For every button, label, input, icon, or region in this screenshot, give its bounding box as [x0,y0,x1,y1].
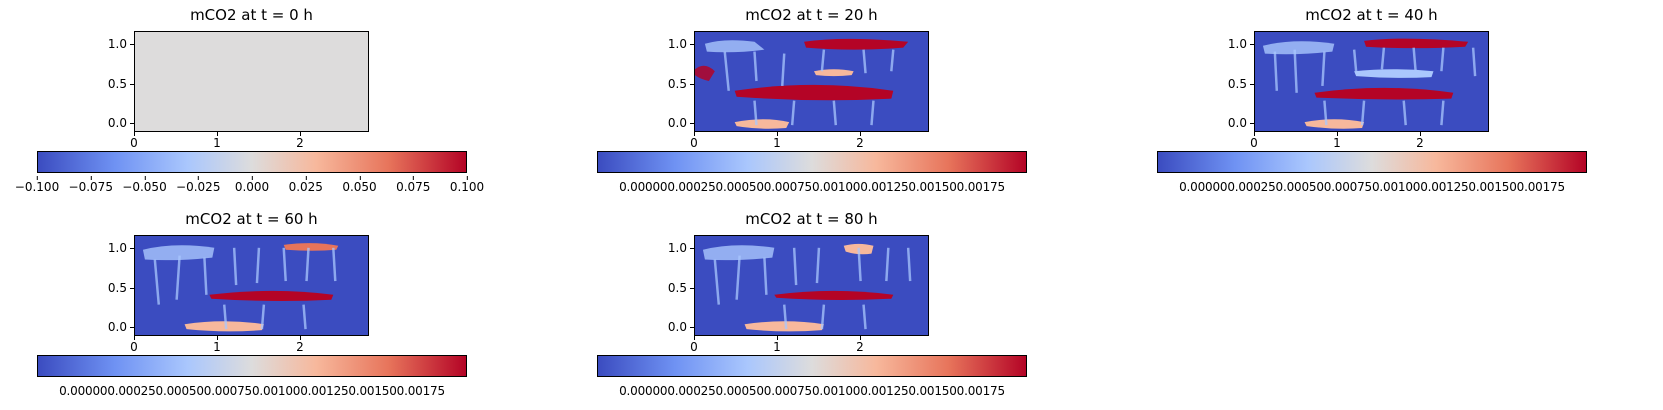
colorbar-tick-labels: 0.000000.000250.000500.000750.001000.001… [59,384,445,398]
plot-title: mCO2 at t = 20 h [745,6,878,24]
y-tick-label: 0.0 [1217,116,1254,130]
y-tick-label: 1.0 [657,37,694,51]
subplot-t60: mCO2 at t = 60 h 1.0 0.5 0.0 0 1 2 0.000… [37,204,467,398]
heatmap-area [134,235,369,336]
colorbar-ticks: 0.000000.000250.000500.000750.001000.001… [37,380,467,398]
colorbar-tick-label: 0.025 [288,176,323,194]
x-tick-label: 0 [684,336,704,354]
colorbar [597,355,1027,377]
colorbar-ticks: 0.000000.000250.000500.000750.001000.001… [597,176,1027,194]
y-tick-label: 1.0 [97,37,134,51]
y-tick-label: 1.0 [1217,37,1254,51]
colorbar [1157,151,1587,173]
y-tick-label: 0.0 [657,320,694,334]
colorbar-ticks: 0.000000.000250.000500.000750.001000.001… [597,380,1027,398]
x-tick-label: 0 [124,132,144,150]
colorbar-tick-label: −0.050 [122,176,167,194]
x-tick-label: 1 [207,336,227,354]
y-tick-label: 0.5 [657,77,694,91]
heatmap-area [694,235,929,336]
y-tick-label: 0.5 [1217,77,1254,91]
x-tick-label: 2 [850,132,870,150]
colorbar-tick-label: −0.075 [68,176,113,194]
x-tick-label: 1 [767,336,787,354]
x-tick-label: 2 [290,132,310,150]
y-tick-label: 0.5 [97,77,134,91]
y-tick-label: 1.0 [657,241,694,255]
colorbar [37,355,467,377]
x-tick-label: 0 [684,132,704,150]
colorbar-tick-label: −0.100 [14,176,60,194]
colorbar [597,151,1027,173]
x-tick-label: 2 [850,336,870,354]
colorbar-tick-label: −0.025 [176,176,221,194]
colorbar [37,151,467,173]
plot-title: mCO2 at t = 40 h [1305,6,1438,24]
colorbar-tick-labels: 0.000000.000250.000500.000750.001000.001… [619,384,1005,398]
y-tick-label: 1.0 [97,241,134,255]
x-tick-label: 1 [1327,132,1347,150]
y-tick-label: 0.0 [657,116,694,130]
y-tick-label: 0.0 [97,116,134,130]
x-tick-label: 2 [290,336,310,354]
colorbar-tick-labels: 0.000000.000250.000500.000750.001000.001… [1179,180,1565,194]
x-tick-label: 0 [1244,132,1264,150]
subplot-t40: mCO2 at t = 40 h 1.0 0.5 0.0 0 1 2 0.000… [1157,0,1587,194]
heatmap-area [1254,31,1489,132]
colorbar-tick-label: 0.100 [449,176,485,194]
y-tick-label: 0.5 [97,281,134,295]
plot-title: mCO2 at t = 60 h [185,210,318,228]
x-tick-label: 1 [767,132,787,150]
subplot-t0: mCO2 at t = 0 h 1.0 0.5 0.0 0 1 2 −0.100… [15,0,484,194]
heatmap-area [694,31,929,132]
x-tick-label: 2 [1410,132,1430,150]
colorbar-tick-label: 0.050 [342,176,377,194]
subplot-t80: mCO2 at t = 80 h 1.0 0.5 0.0 0 1 2 0.000… [597,204,1027,398]
y-tick-label: 0.5 [657,281,694,295]
colorbar-ticks: −0.100 −0.075 −0.050 −0.025 0.000 0.025 0.050 0… [15,176,484,194]
x-tick-label: 1 [207,132,227,150]
colorbar-tick-labels: 0.000000.000250.000500.000750.001000.001… [619,180,1005,194]
x-tick-label: 0 [124,336,144,354]
plot-title: mCO2 at t = 0 h [190,6,313,24]
heatmap-area [134,31,369,132]
subplot-t20: mCO2 at t = 20 h 1.0 0.5 0.0 0 1 2 0.000… [597,0,1027,194]
colorbar-tick-label: 0.075 [396,176,431,194]
y-tick-label: 0.0 [97,320,134,334]
colorbar-ticks: 0.000000.000250.000500.000750.001000.001… [1157,176,1587,194]
colorbar-tick-label: 0.000 [234,176,270,194]
plot-title: mCO2 at t = 80 h [745,210,878,228]
